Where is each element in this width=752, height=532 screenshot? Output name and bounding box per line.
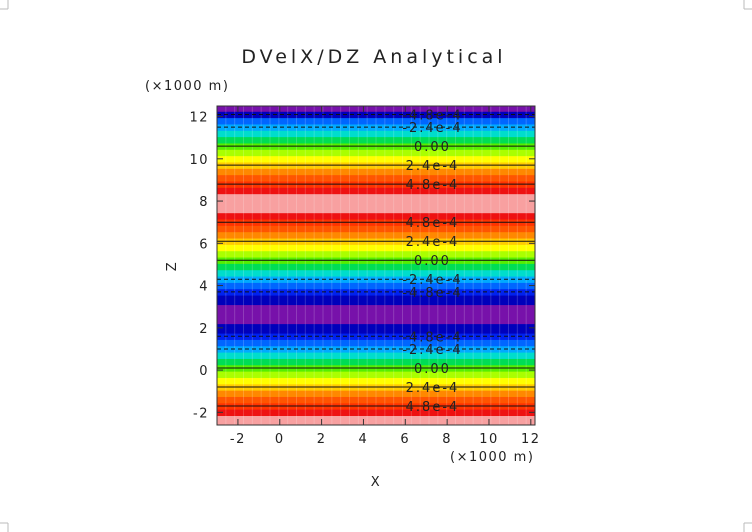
color-band — [217, 339, 535, 347]
x-tick-label: 6 — [400, 432, 410, 447]
color-band — [217, 174, 535, 182]
color-band — [217, 193, 535, 214]
contour-label: -4.8e-4 — [402, 286, 462, 301]
y-unit-label: (×1000 m) — [145, 79, 229, 94]
y-tick-label: 12 — [189, 111, 209, 126]
color-band — [217, 231, 535, 239]
color-band — [217, 323, 535, 334]
color-band — [217, 345, 535, 353]
plot-frame — [216, 105, 536, 426]
y-tick-label: 2 — [199, 322, 209, 337]
color-band — [217, 212, 535, 220]
color-band — [217, 187, 535, 195]
color-band — [217, 352, 535, 359]
contour-label: 4.8e-4 — [406, 400, 460, 415]
x-tick-label: 12 — [521, 432, 541, 447]
x-axis-label: X — [371, 475, 381, 490]
color-band — [217, 149, 535, 157]
color-band — [217, 390, 535, 397]
y-tick-label: 0 — [199, 364, 209, 379]
y-tick-label: -2 — [193, 406, 209, 421]
contour-label: 2.4e-4 — [406, 159, 460, 174]
color-band — [217, 136, 535, 144]
x-unit-label: (×1000 m) — [450, 450, 534, 465]
color-band — [217, 409, 535, 416]
contour-label: -4.8e-4 — [402, 330, 462, 345]
color-band — [217, 304, 535, 325]
color-band — [217, 130, 535, 138]
color-band — [217, 123, 535, 131]
y-axis-label: Z — [165, 261, 180, 271]
grid-lines — [225, 106, 527, 425]
color-band — [217, 358, 535, 366]
contour-label: 4.8e-4 — [406, 216, 460, 231]
color-band — [217, 377, 535, 385]
contour-lines — [217, 113, 535, 407]
color-band — [217, 263, 535, 271]
color-band — [217, 415, 535, 426]
color-band — [217, 333, 535, 340]
contour-label: 0.00 — [414, 140, 451, 155]
contour-label: -2.4e-4 — [402, 121, 462, 136]
contour-label: 0.00 — [414, 254, 451, 269]
y-tick-label: 6 — [199, 237, 209, 252]
y-tick-label: 8 — [199, 195, 209, 210]
color-band — [217, 244, 535, 252]
color-band — [217, 295, 535, 306]
contour-labels: 4.8e-42.4e-40.00-2.4e-4-4.8e-4-4.8e-4-2.… — [402, 108, 462, 415]
contour-label: -4.8e-4 — [402, 108, 462, 123]
color-band — [217, 106, 535, 112]
color-band — [217, 276, 535, 283]
contour-label: -2.4e-4 — [402, 343, 462, 358]
chart-title: DVelX/DZ Analytical — [241, 46, 506, 68]
color-band — [217, 269, 535, 277]
y-tick-label: 10 — [189, 153, 209, 168]
color-bands — [217, 106, 535, 426]
x-tick-label: 8 — [442, 432, 452, 447]
color-band — [217, 282, 535, 290]
color-band — [217, 225, 535, 233]
contour-label: -2.4e-4 — [402, 273, 462, 288]
y-tick-label: 4 — [199, 280, 209, 295]
color-band — [217, 396, 535, 404]
color-band — [217, 288, 535, 296]
color-band — [217, 250, 535, 258]
contour-label: 0.00 — [414, 362, 451, 377]
x-tick-label: 0 — [275, 432, 285, 447]
color-band — [217, 155, 535, 163]
x-axis-ticks: -2 0 2 4 6 8 10 12 — [230, 106, 541, 447]
color-band — [217, 111, 535, 119]
x-tick-label: 4 — [359, 432, 369, 447]
contour-label: 2.4e-4 — [406, 381, 460, 396]
color-band — [217, 168, 535, 176]
y-axis-ticks: -2 0 2 4 6 8 10 12 — [189, 111, 535, 421]
x-tick-label: -2 — [230, 432, 246, 447]
x-tick-label: 10 — [479, 432, 499, 447]
contour-label: 4.8e-4 — [406, 178, 460, 193]
color-band — [217, 117, 535, 125]
contour-label: 2.4e-4 — [406, 235, 460, 250]
color-band — [217, 371, 535, 378]
x-tick-label: 2 — [317, 432, 327, 447]
